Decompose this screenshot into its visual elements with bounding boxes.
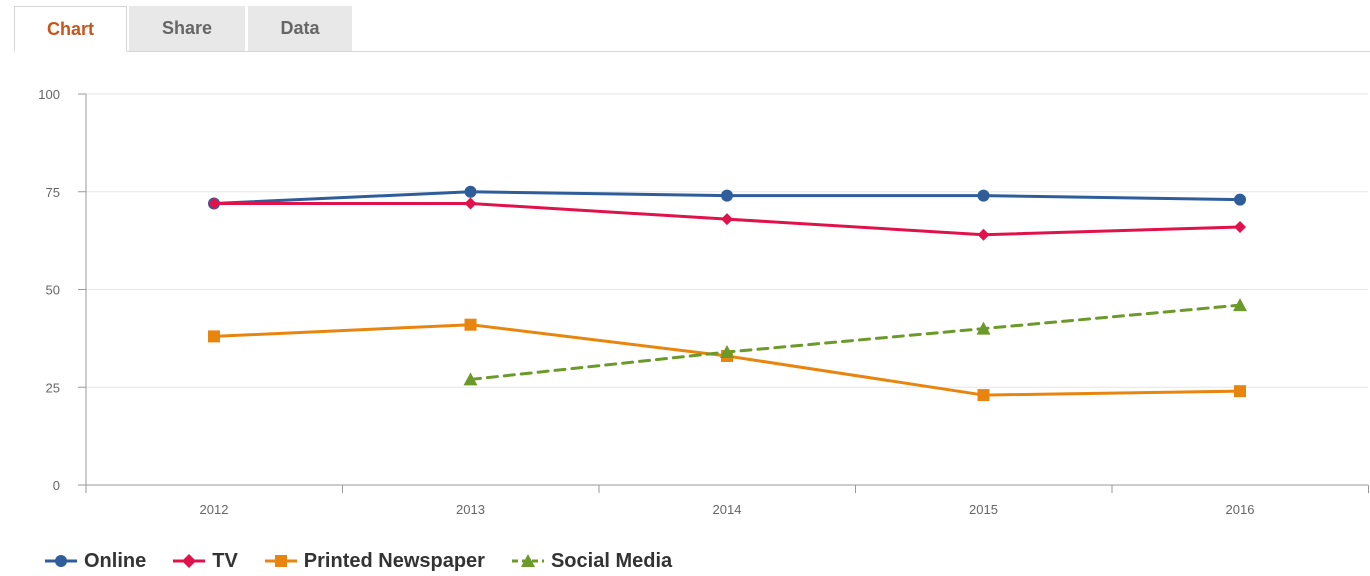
x-tick-label: 2014 [713, 502, 742, 517]
series-group [208, 185, 1247, 402]
legend-label-online: Online [84, 549, 147, 572]
legend-marker-social-media [511, 554, 544, 567]
data-point-online[interactable] [464, 185, 477, 198]
series-line-social-media [469, 303, 1242, 381]
series-online [208, 185, 1246, 210]
legend-marker-online [45, 555, 77, 567]
legend-item-social-media[interactable]: Social Media [511, 550, 672, 573]
axes: 0 25 50 75 100 2012 2013 2014 2015 2016 [38, 87, 1369, 517]
legend: Online TV Printed Newspaper Social Media [44, 546, 698, 576]
tab-bar: Chart Share Data [0, 0, 1370, 52]
legend-item-printed-newspaper[interactable]: Printed Newspaper [264, 550, 485, 573]
y-tick-label: 25 [46, 380, 60, 395]
data-point-online[interactable] [721, 189, 733, 202]
data-point-social-media[interactable] [976, 321, 991, 335]
grid-lines [86, 93, 1368, 388]
legend-item-tv[interactable]: TV [172, 550, 238, 573]
legend-marker-printed-newspaper [264, 555, 297, 567]
data-point-printed-newspaper[interactable] [208, 330, 220, 343]
y-tick-label: 50 [46, 283, 60, 298]
data-point-social-media[interactable] [720, 345, 734, 359]
legend-label-tv: TV [212, 549, 238, 572]
legend-label-printed-newspaper: Printed Newspaper [303, 549, 485, 572]
data-point-printed-newspaper[interactable] [1234, 385, 1246, 398]
data-point-tv[interactable] [208, 197, 220, 210]
data-point-tv[interactable] [464, 197, 477, 210]
line-chart: 0 25 50 75 100 2012 2013 2014 2015 2016 [38, 87, 1369, 517]
tab-bar-divider [14, 51, 1370, 52]
x-tick-label: 2012 [200, 502, 229, 517]
tab-data[interactable]: Data [248, 6, 352, 51]
data-point-online[interactable] [1234, 193, 1246, 206]
data-point-printed-newspaper[interactable] [977, 389, 990, 402]
data-point-social-media[interactable] [1233, 298, 1247, 312]
series-tv [208, 197, 1246, 241]
series-printed-newspaper [208, 318, 1246, 402]
data-point-tv[interactable] [1234, 220, 1246, 233]
legend-item-online[interactable]: Online [44, 550, 146, 573]
y-tick-label: 100 [38, 87, 60, 102]
x-tick-label: 2016 [1226, 502, 1255, 517]
y-tick-label: 75 [46, 185, 60, 200]
x-tick-label: 2013 [456, 502, 485, 517]
legend-marker-tv [173, 554, 206, 568]
tab-chart[interactable]: Chart [14, 6, 127, 52]
x-tick-label: 2015 [969, 502, 998, 517]
series-social-media [463, 298, 1247, 386]
data-point-online[interactable] [977, 189, 990, 202]
legend-label-social-media: Social Media [550, 549, 673, 572]
data-point-social-media[interactable] [463, 372, 478, 386]
y-tick-label: 0 [53, 478, 60, 493]
data-point-tv[interactable] [721, 213, 733, 226]
data-point-tv[interactable] [977, 228, 990, 241]
data-point-printed-newspaper[interactable] [464, 318, 477, 331]
tab-share[interactable]: Share [129, 6, 245, 51]
